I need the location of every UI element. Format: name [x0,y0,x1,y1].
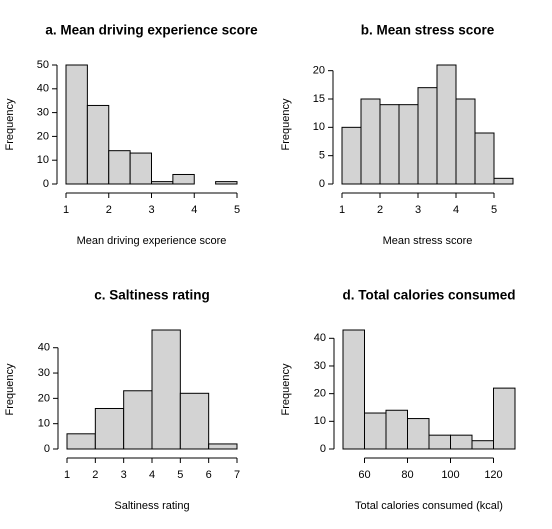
x-tick-label: 5 [491,204,497,216]
bar [66,433,96,450]
bar [208,443,238,450]
y-tick-label: 40 [314,332,326,344]
x-tick-label: 1 [339,204,345,216]
y-tick-label: 5 [319,150,325,162]
bar [123,390,153,450]
y-tick-label: 50 [37,59,49,71]
y-tick-label: 0 [43,178,49,190]
y-tick-label: 40 [37,83,49,95]
x-tick-label: 2 [377,204,383,216]
y-axis-label: Frequency [280,363,292,415]
x-tick-label: 80 [401,469,413,481]
y-tick-label: 20 [38,392,50,404]
bar [398,104,419,185]
bar [493,177,514,185]
bar [385,409,408,450]
bar [172,173,195,185]
y-axis-label: Frequency [280,98,292,150]
bar [407,418,430,450]
x-tick-label: 5 [234,204,240,216]
y-tick-label: 10 [38,418,50,430]
y-tick-label: 0 [44,443,50,455]
bar [341,126,362,185]
x-tick-label: 2 [92,469,98,481]
y-tick-label: 10 [37,154,49,166]
x-tick-label: 1 [63,204,69,216]
x-tick-label: 5 [177,469,183,481]
x-tick-label: 3 [415,204,421,216]
y-tick-label: 20 [314,388,326,400]
x-tick-label: 1 [64,469,70,481]
bar [428,434,451,450]
x-tick-label: 4 [191,204,197,216]
bar [493,387,516,450]
bar [108,150,131,185]
bar [86,104,110,185]
x-axis-label: Total calories consumed (kcal) [355,500,503,512]
x-axis-label: Mean driving experience score [77,235,227,247]
chart-title: b. Mean stress score [361,23,495,38]
y-tick-label: 0 [320,443,326,455]
bar [379,104,400,185]
chart-title: d. Total calories consumed [342,288,515,303]
bar [450,434,473,450]
x-tick-label: 4 [453,204,459,216]
bar [364,412,387,450]
y-tick-label: 20 [313,65,325,77]
bar [151,181,174,185]
x-tick-label: 120 [484,469,502,481]
bar [474,132,495,185]
y-tick-label: 0 [319,178,325,190]
y-tick-label: 20 [37,130,49,142]
y-tick-label: 30 [38,367,50,379]
y-axis-label: Frequency [4,98,16,150]
x-tick-label: 60 [358,469,370,481]
bar [129,152,152,185]
bar [151,329,181,450]
x-tick-label: 6 [206,469,212,481]
chart-title: c. Saltiness rating [94,288,210,303]
bar [471,440,494,450]
bar [65,64,88,185]
bar [455,98,476,185]
y-tick-label: 40 [38,342,50,354]
y-axis-label: Frequency [4,363,16,415]
x-tick-label: 7 [234,469,240,481]
bar [94,407,125,450]
x-axis-label: Saltiness rating [114,500,189,512]
x-axis-label: Mean stress score [383,235,473,247]
bar [215,181,238,185]
chart-title: a. Mean driving experience score [45,23,258,38]
y-tick-label: 10 [314,415,326,427]
y-tick-label: 30 [314,360,326,372]
bar [417,87,438,185]
y-tick-label: 30 [37,107,49,119]
bar [436,64,457,185]
x-tick-label: 3 [148,204,154,216]
x-tick-label: 3 [121,469,127,481]
x-tick-label: 100 [441,469,459,481]
bar [342,329,365,450]
x-tick-label: 2 [106,204,112,216]
x-tick-label: 4 [149,469,155,481]
bar [360,98,381,185]
y-tick-label: 15 [313,93,325,105]
y-tick-label: 10 [313,121,325,133]
bar [179,392,210,450]
